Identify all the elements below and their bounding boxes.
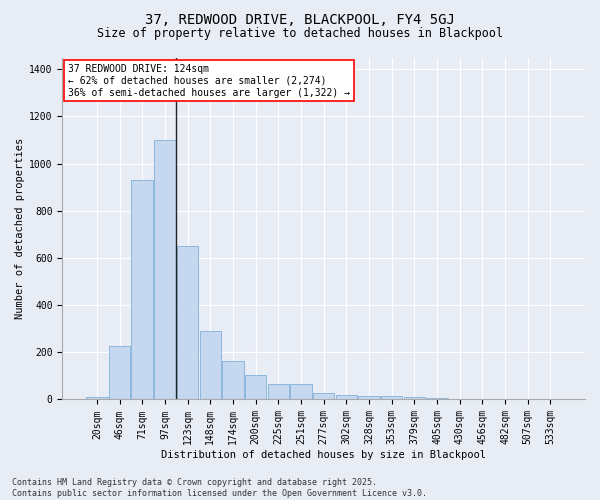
Bar	[154, 140, 176, 400]
Bar	[427, 398, 448, 400]
Bar	[404, 397, 425, 400]
Bar	[131, 180, 153, 400]
Y-axis label: Number of detached properties: Number of detached properties	[15, 138, 25, 319]
Bar	[109, 346, 130, 400]
Bar	[358, 396, 380, 400]
X-axis label: Distribution of detached houses by size in Blackpool: Distribution of detached houses by size …	[161, 450, 486, 460]
Text: Contains HM Land Registry data © Crown copyright and database right 2025.
Contai: Contains HM Land Registry data © Crown c…	[12, 478, 427, 498]
Bar	[313, 393, 334, 400]
Bar	[290, 384, 312, 400]
Bar	[200, 331, 221, 400]
Text: 37 REDWOOD DRIVE: 124sqm
← 62% of detached houses are smaller (2,274)
36% of sem: 37 REDWOOD DRIVE: 124sqm ← 62% of detach…	[68, 64, 350, 98]
Bar	[245, 374, 266, 400]
Bar	[86, 397, 107, 400]
Bar	[222, 360, 244, 400]
Bar	[381, 396, 403, 400]
Bar	[177, 246, 199, 400]
Bar	[335, 395, 357, 400]
Text: Size of property relative to detached houses in Blackpool: Size of property relative to detached ho…	[97, 28, 503, 40]
Bar	[268, 384, 289, 400]
Text: 37, REDWOOD DRIVE, BLACKPOOL, FY4 5GJ: 37, REDWOOD DRIVE, BLACKPOOL, FY4 5GJ	[145, 12, 455, 26]
